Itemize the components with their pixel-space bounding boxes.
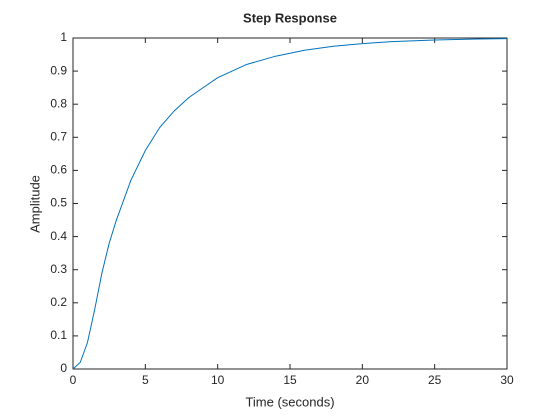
y-tick-label: 0.6 xyxy=(50,163,67,177)
y-tick-label: 0.5 xyxy=(50,196,67,210)
x-axis-label: Time (seconds) xyxy=(245,394,334,409)
y-axis-label: Amplitude xyxy=(27,175,42,233)
y-tick-label: 0.9 xyxy=(50,63,67,77)
y-tick-label: 1 xyxy=(60,30,67,44)
x-tick-label: 5 xyxy=(142,373,149,387)
chart-title: Step Response xyxy=(243,10,337,25)
y-tick-label: 0.7 xyxy=(50,129,67,143)
x-tick-label: 25 xyxy=(428,373,442,387)
y-tick-label: 0 xyxy=(60,361,67,375)
line xyxy=(72,38,508,370)
y-tick-label: 0.2 xyxy=(50,295,67,309)
x-tick-label: 15 xyxy=(283,373,297,387)
x-tick-label: 0 xyxy=(70,373,77,387)
x-tick-label: 10 xyxy=(211,373,225,387)
y-tick-label: 0.3 xyxy=(50,262,67,276)
y-tick-label: 0.8 xyxy=(50,96,67,110)
x-tick-label: 20 xyxy=(356,373,370,387)
y-tick-label: 0.4 xyxy=(50,229,67,243)
y-tick-label: 0.1 xyxy=(50,328,67,342)
x-tick-label: 30 xyxy=(500,373,514,387)
